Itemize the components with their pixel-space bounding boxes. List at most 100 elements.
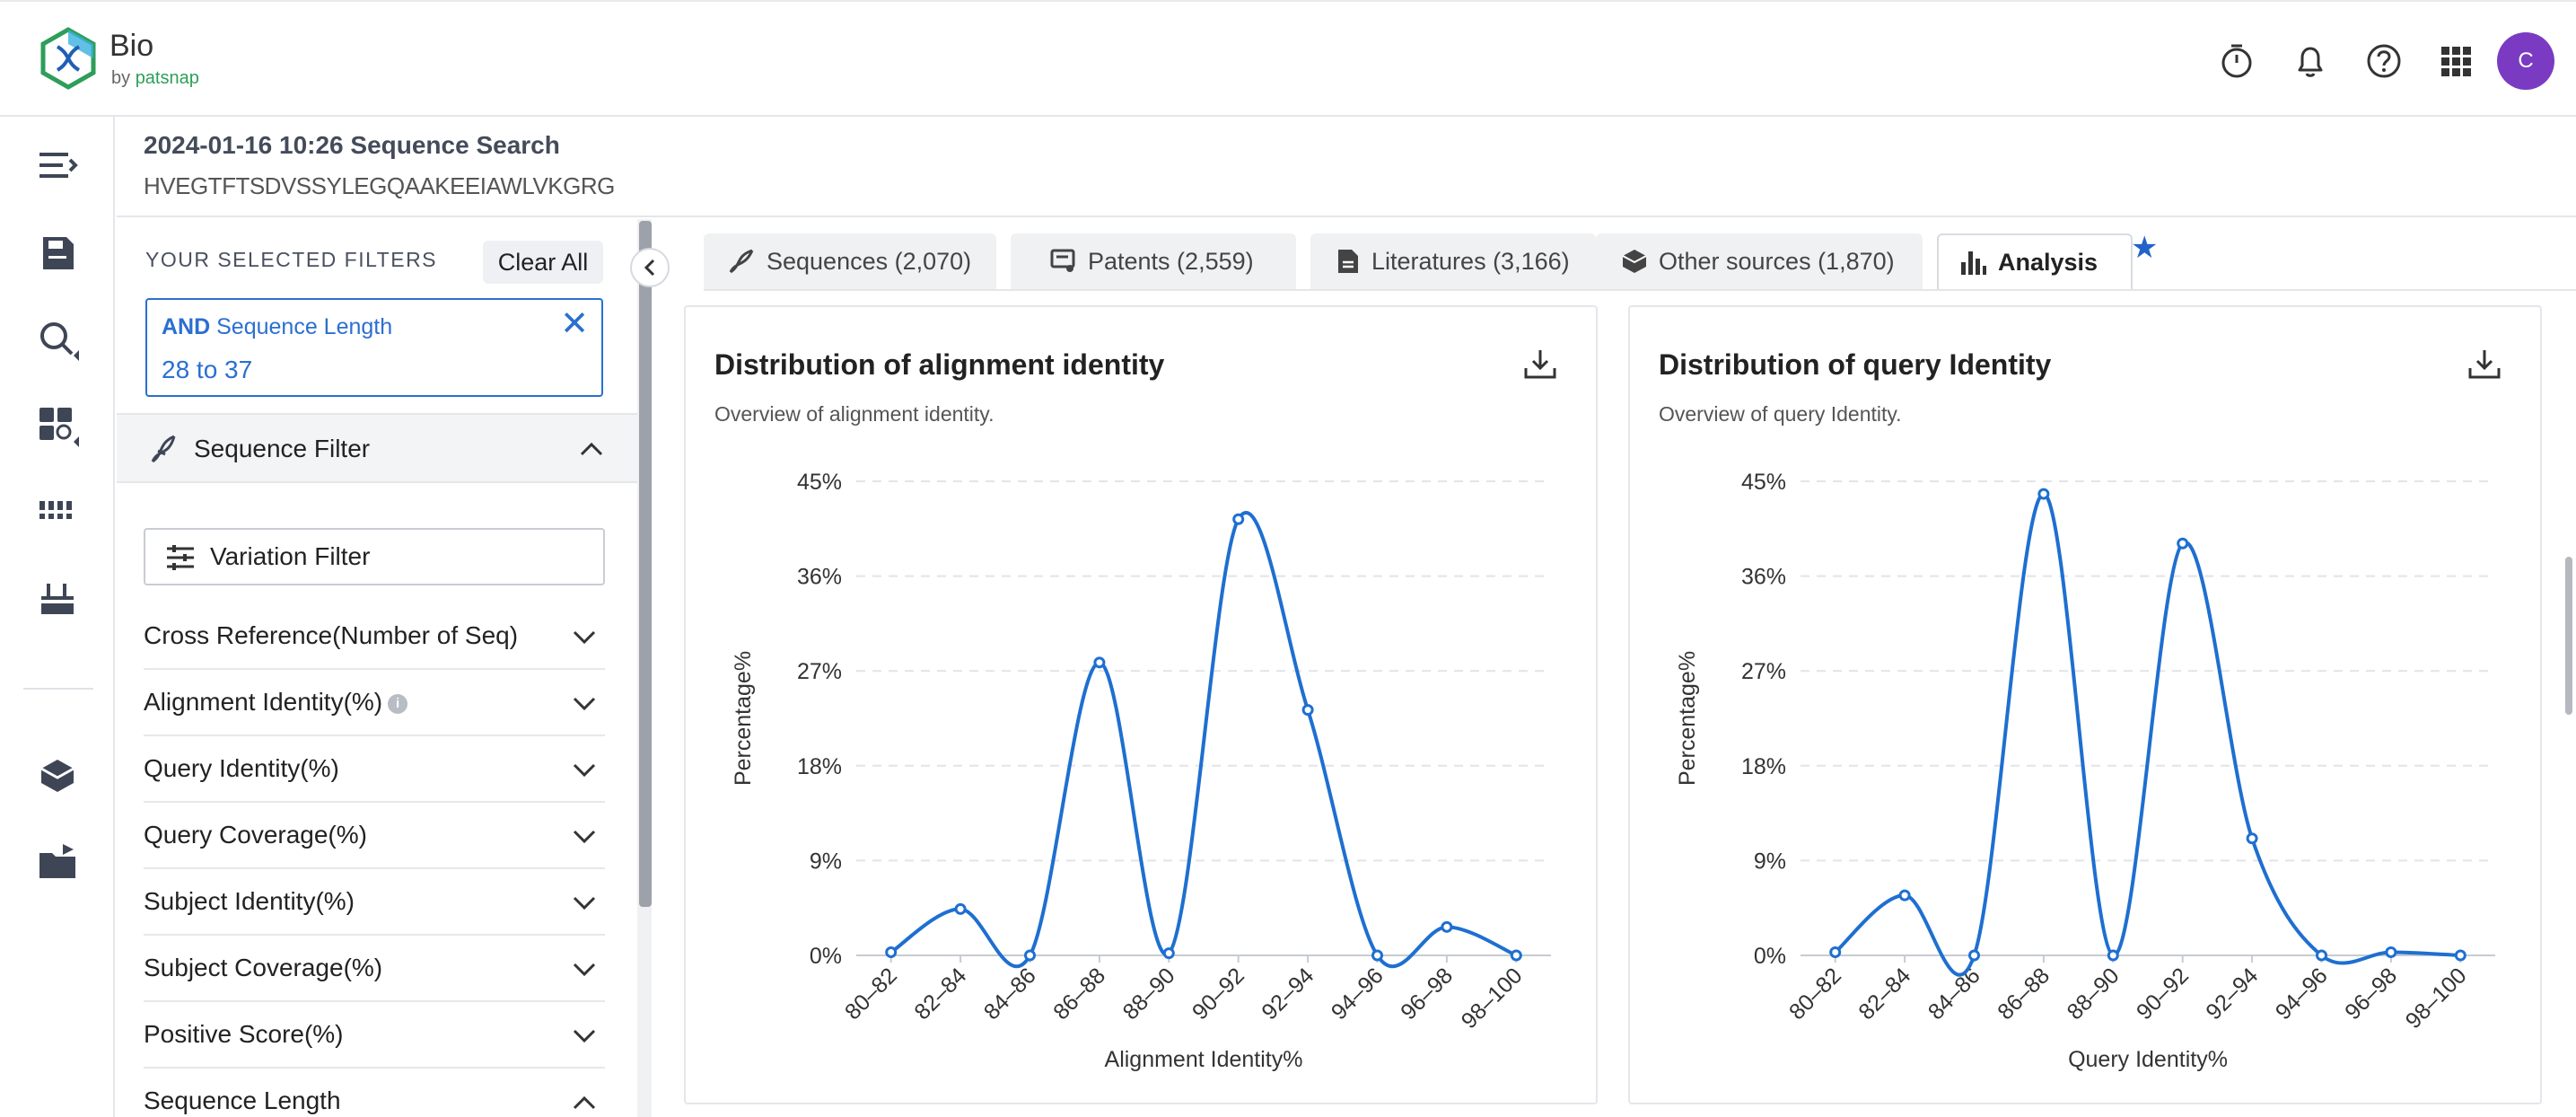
chevron-down-icon[interactable] — [573, 697, 596, 711]
tab-sequences[interactable]: Sequences (2,070) — [704, 233, 996, 289]
alignment-identity-chart: 0%9%18%27%36%45%80–8282–8484–8686–8888–9… — [686, 442, 1599, 1106]
user-avatar[interactable]: C — [2497, 32, 2554, 90]
patent-icon — [1050, 248, 1077, 275]
favorite-star-icon[interactable]: ★ — [2131, 230, 2158, 266]
download-icon[interactable] — [1522, 347, 1558, 383]
y-tick-label: 0% — [1754, 944, 1786, 969]
x-tick-label: 80–82 — [840, 963, 902, 1025]
page-scrollbar[interactable] — [2565, 557, 2572, 715]
selected-filters-label: YOUR SELECTED FILTERS — [145, 248, 437, 272]
chip-value: 28 to 37 — [162, 356, 252, 384]
x-axis-label: Query Identity% — [2068, 1047, 2228, 1072]
clear-all-button[interactable]: Clear All — [483, 241, 603, 284]
y-tick-label: 27% — [797, 659, 842, 684]
search-icon[interactable] — [36, 318, 79, 361]
barcode-icon[interactable] — [36, 492, 79, 535]
bio-logo-icon[interactable] — [39, 27, 97, 90]
facet-query-identity[interactable]: Query Identity(%) — [144, 736, 605, 803]
sequence-filter-header[interactable]: Sequence Filter — [117, 413, 637, 483]
tab-analysis[interactable]: Analysis — [1937, 233, 2133, 289]
chevron-down-icon[interactable] — [573, 630, 596, 645]
chevron-down-icon[interactable] — [573, 1029, 596, 1043]
brand-company: patsnap — [136, 68, 199, 88]
remove-filter-icon[interactable]: ✕ — [560, 307, 589, 341]
x-tick-label: 94–96 — [1327, 963, 1389, 1025]
series-line — [891, 513, 1517, 966]
y-tick-label: 27% — [1741, 659, 1786, 684]
tab-patents[interactable]: Patents (2,559) — [1011, 233, 1296, 289]
chevron-down-icon[interactable] — [573, 896, 596, 910]
facet-label-text: Alignment Identity(%) — [144, 688, 382, 716]
chip-field-name: Sequence Length — [216, 314, 392, 339]
chip-field: AND Sequence Length — [162, 314, 392, 340]
chevron-up-icon[interactable] — [573, 1095, 596, 1110]
facet-subject-identity[interactable]: Subject Identity(%) — [144, 869, 605, 936]
chevron-down-icon[interactable] — [573, 763, 596, 778]
workspace-icon[interactable] — [36, 576, 79, 620]
y-tick-label: 45% — [1741, 470, 1786, 495]
selected-filter-chip[interactable]: AND Sequence Length 28 to 37 ✕ — [145, 298, 603, 397]
facet-label: Cross Reference(Number of Seq) — [144, 621, 518, 650]
x-tick-label: 90–92 — [2132, 963, 2194, 1025]
folder-icon[interactable] — [36, 840, 79, 884]
x-tick-label: 80–82 — [1784, 963, 1846, 1025]
document-icon — [1336, 248, 1361, 275]
facet-label: Sequence Length — [144, 1086, 341, 1115]
help-icon[interactable] — [2364, 41, 2404, 81]
menu-expand-icon[interactable] — [36, 144, 79, 187]
variation-filter-label: Variation Filter — [210, 542, 370, 571]
data-point — [2108, 951, 2117, 960]
data-point — [1831, 947, 1840, 956]
y-tick-label: 45% — [797, 470, 842, 495]
brand-name: Bio — [110, 29, 153, 64]
facet-label: Query Identity(%) — [144, 754, 339, 783]
data-point — [1303, 706, 1312, 715]
sliders-icon — [165, 544, 196, 571]
chevron-down-icon[interactable] — [573, 963, 596, 977]
timer-icon[interactable] — [2217, 41, 2256, 81]
info-icon[interactable]: i — [388, 694, 407, 714]
chart-subtitle: Overview of alignment identity. — [714, 402, 994, 427]
chevron-up-icon[interactable] — [580, 442, 603, 456]
tabs-divider — [704, 289, 2576, 291]
facet-cross-reference[interactable]: Cross Reference(Number of Seq) — [144, 603, 605, 670]
facet-positive-score[interactable]: Positive Score(%) — [144, 1002, 605, 1069]
collapse-panel-button[interactable] — [630, 248, 670, 287]
facet-label: Alignment Identity(%) i — [144, 688, 407, 717]
variation-filter-button[interactable]: Variation Filter — [144, 528, 605, 585]
brand-by: by patsnap — [111, 68, 199, 89]
box-icon[interactable] — [36, 754, 79, 797]
x-tick-label: 90–92 — [1187, 963, 1249, 1025]
dashboard-search-icon[interactable] — [36, 404, 79, 447]
data-point — [1026, 951, 1035, 960]
facet-alignment-identity[interactable]: Alignment Identity(%) i — [144, 670, 605, 736]
x-tick-label: 94–96 — [2271, 963, 2333, 1025]
x-tick-label: 84–86 — [979, 963, 1041, 1025]
series-line — [1836, 494, 2461, 975]
chevron-down-icon[interactable] — [573, 830, 596, 844]
tab-label: Literatures (3,166) — [1371, 248, 1570, 276]
tab-literatures[interactable]: Literatures (3,166) — [1310, 233, 1596, 289]
data-point — [1095, 658, 1104, 667]
tab-other-sources[interactable]: Other sources (1,870) — [1596, 233, 1923, 289]
filter-scrollbar-thumb[interactable] — [639, 221, 652, 907]
rail-separator — [23, 688, 93, 690]
dna-icon — [145, 431, 181, 467]
x-tick-label: 92–94 — [2201, 963, 2263, 1025]
search-title: 2024-01-16 10:26 Sequence Search — [144, 131, 560, 160]
facet-subject-coverage[interactable]: Subject Coverage(%) — [144, 936, 605, 1002]
y-axis-label: Percentage% — [731, 651, 756, 786]
y-axis-label: Percentage% — [1675, 651, 1700, 786]
chart-title: Distribution of query Identity — [1659, 348, 2051, 382]
facet-sequence-length[interactable]: Sequence Length — [144, 1069, 605, 1117]
data-point — [1234, 515, 1243, 523]
query-identity-chart: 0%9%18%27%36%45%80–8282–8484–8686–8888–9… — [1630, 442, 2544, 1106]
facet-query-coverage[interactable]: Query Coverage(%) — [144, 803, 605, 869]
download-icon[interactable] — [2466, 347, 2502, 383]
chart-card-alignment-identity: Distribution of alignment identity Overv… — [684, 305, 1598, 1104]
apps-grid-icon[interactable] — [2436, 41, 2475, 81]
save-icon[interactable] — [36, 232, 79, 275]
chip-operator: AND — [162, 314, 210, 339]
bell-icon[interactable] — [2291, 41, 2330, 81]
y-tick-label: 9% — [1754, 849, 1786, 874]
